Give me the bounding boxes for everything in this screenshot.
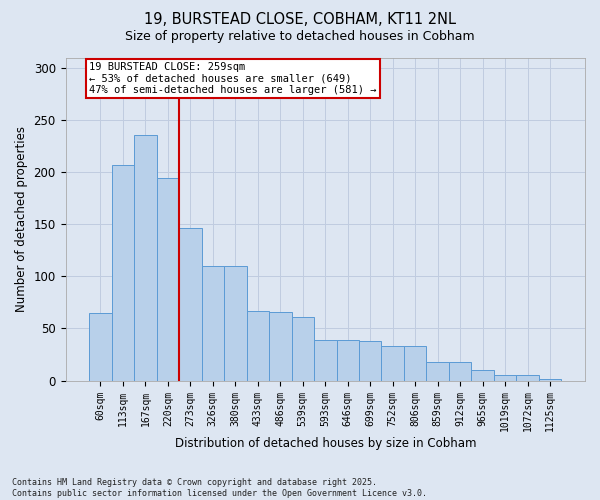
Y-axis label: Number of detached properties: Number of detached properties: [15, 126, 28, 312]
Bar: [157, 178, 179, 380]
Bar: [134, 134, 157, 380]
Bar: [247, 311, 269, 380]
Bar: [494, 376, 517, 380]
Bar: [404, 346, 427, 380]
Bar: [202, 266, 224, 380]
Bar: [269, 312, 292, 380]
Bar: [89, 313, 112, 380]
Bar: [359, 341, 382, 380]
Bar: [539, 378, 562, 380]
Bar: [517, 376, 539, 380]
Bar: [337, 340, 359, 380]
Bar: [449, 362, 472, 380]
Text: 19 BURSTEAD CLOSE: 259sqm
← 53% of detached houses are smaller (649)
47% of semi: 19 BURSTEAD CLOSE: 259sqm ← 53% of detac…: [89, 62, 377, 95]
Bar: [314, 340, 337, 380]
Bar: [112, 165, 134, 380]
Text: 19, BURSTEAD CLOSE, COBHAM, KT11 2NL: 19, BURSTEAD CLOSE, COBHAM, KT11 2NL: [144, 12, 456, 28]
Bar: [224, 266, 247, 380]
X-axis label: Distribution of detached houses by size in Cobham: Distribution of detached houses by size …: [175, 437, 476, 450]
Bar: [382, 346, 404, 380]
Text: Size of property relative to detached houses in Cobham: Size of property relative to detached ho…: [125, 30, 475, 43]
Bar: [427, 362, 449, 380]
Bar: [179, 228, 202, 380]
Bar: [472, 370, 494, 380]
Bar: [292, 317, 314, 380]
Text: Contains HM Land Registry data © Crown copyright and database right 2025.
Contai: Contains HM Land Registry data © Crown c…: [12, 478, 427, 498]
